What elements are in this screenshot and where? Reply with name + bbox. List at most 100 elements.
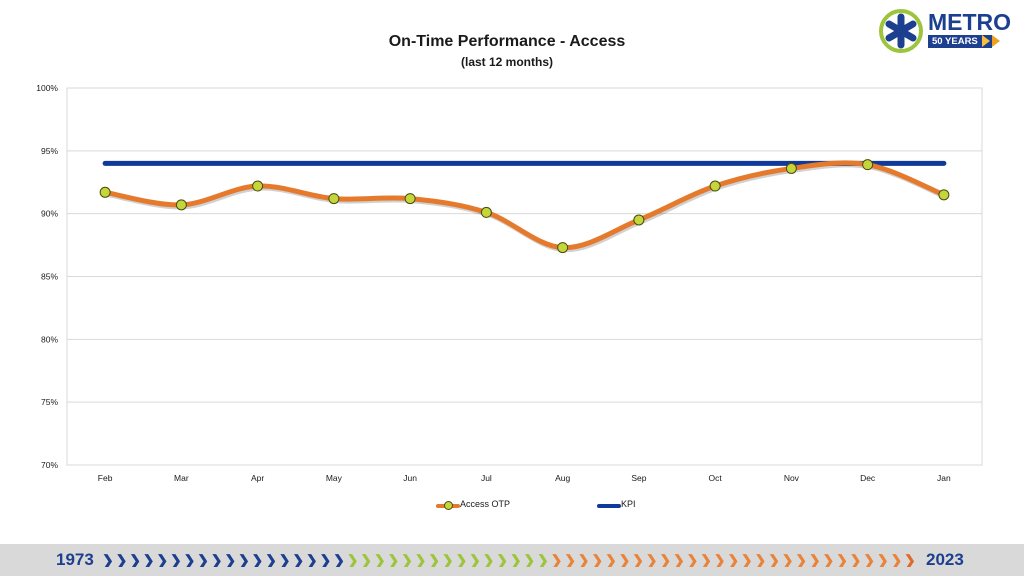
y-tick-label: 100% <box>36 83 58 93</box>
x-tick-label: May <box>326 473 343 483</box>
chart-subtitle: (last 12 months) <box>460 55 553 69</box>
chevron-icon: ❯ <box>129 553 141 567</box>
y-tick-label: 75% <box>41 397 58 407</box>
chevron-icon: ❯ <box>292 553 304 567</box>
data-point-otp <box>480 206 492 218</box>
metro-emblem-icon <box>879 9 923 53</box>
x-tick-label: Feb <box>98 473 113 483</box>
banner-end-year: 2023 <box>926 550 964 569</box>
chevron-icon: ❯ <box>496 553 508 567</box>
y-tick-label: 95% <box>41 146 58 156</box>
chevron-icon: ❯ <box>482 553 495 567</box>
chevron-icon: ❯ <box>591 553 603 567</box>
y-tick-label: 70% <box>41 460 58 470</box>
x-tick-label: Jun <box>403 473 417 483</box>
x-tick-label: Jul <box>481 473 492 483</box>
chevron-icon: ❯ <box>455 553 467 567</box>
banner-start-year: 1973 <box>56 550 94 569</box>
y-tick-label: 80% <box>41 334 58 344</box>
x-tick-label: Apr <box>251 473 264 483</box>
chevron-icon: ❯ <box>713 553 726 567</box>
chevron-icon: ❯ <box>781 553 794 567</box>
logo-tagline: 50 YEARS <box>928 35 992 48</box>
chevron-icon: ❯ <box>305 553 318 567</box>
legend-label-kpi: KPI <box>621 499 636 509</box>
chevron-icon: ❯ <box>441 553 454 567</box>
chevron-icon: ❯ <box>169 553 182 567</box>
x-tick-label: Mar <box>174 473 189 483</box>
chevron-icon: ❯ <box>319 553 332 567</box>
chevron-icon: ❯ <box>156 553 168 567</box>
metro-logo: METRO 50 YEARS <box>878 8 1018 54</box>
legend-marker-otp <box>444 501 453 510</box>
data-point-otp <box>252 180 264 192</box>
x-tick-label: Dec <box>860 473 876 483</box>
chevron-icon: ❯ <box>333 553 345 567</box>
chevron-icon: ❯ <box>904 553 916 567</box>
chevron-icon: ❯ <box>537 553 549 567</box>
chevron-icon: ❯ <box>727 553 739 567</box>
chevron-icon: ❯ <box>346 553 359 567</box>
chevron-icon: ❯ <box>577 553 590 567</box>
chevron-icon: ❯ <box>265 553 277 567</box>
chevron-icon: ❯ <box>251 553 264 567</box>
chevron-icon: ❯ <box>754 553 767 567</box>
x-tick-label: Jan <box>937 473 951 483</box>
series-line-otp <box>102 160 947 251</box>
data-point-otp <box>99 186 111 198</box>
legend-swatch-kpi <box>597 504 621 508</box>
chevron-icon: ❯ <box>604 553 617 567</box>
chevron-icon: ❯ <box>659 553 671 567</box>
chevron-icon: ❯ <box>822 553 834 567</box>
logo-arrow-icon <box>982 35 990 47</box>
chevron-icon: ❯ <box>360 553 372 567</box>
chevron-arrows-icon: ❯ ❯ ❯ ❯ ❯ ❯ ❯ ❯ ❯ ❯ ❯ ❯ ❯ ❯ ❯ ❯ ❯ ❯ ❯ ❯ ❯ ❯ ❯ ❯ ❯ ❯ ❯ ❯ ❯ ❯ ❯ ❯ ❯ ❯ ❯ ❯ ❯ ❯ ❯ ❯… <box>102 553 922 567</box>
chevron-icon: ❯ <box>509 553 522 567</box>
data-point-otp <box>404 193 416 205</box>
chevron-icon: ❯ <box>686 553 699 567</box>
chevron-icon: ❯ <box>414 553 427 567</box>
line-chart: 100% 95% 90% 85% 80% 75% 70% Feb Mar Apr May Jun Jul… <box>36 83 983 483</box>
data-point-otp <box>785 162 797 174</box>
chevron-icon: ❯ <box>102 553 114 567</box>
chevron-icon: ❯ <box>632 553 644 567</box>
chevron-icon: ❯ <box>387 553 399 567</box>
chevron-icon: ❯ <box>808 553 821 567</box>
chevron-icon: ❯ <box>523 553 535 567</box>
chevron-icon: ❯ <box>197 553 209 567</box>
chevron-icon: ❯ <box>210 553 223 567</box>
chevron-icon: ❯ <box>740 553 753 567</box>
chevron-icon: ❯ <box>224 553 236 567</box>
x-tick-label: Oct <box>709 473 723 483</box>
x-tick-label: Aug <box>555 473 570 483</box>
chevron-icon: ❯ <box>618 553 631 567</box>
chevron-icon: ❯ <box>373 553 386 567</box>
x-tick-label: Nov <box>784 473 800 483</box>
chevron-icon: ❯ <box>237 553 250 567</box>
chevron-icon: ❯ <box>142 553 155 567</box>
chevron-icon: ❯ <box>428 553 440 567</box>
logo-text: METRO <box>928 9 1012 35</box>
chevron-icon: ❯ <box>401 553 413 567</box>
chevron-icon: ❯ <box>645 553 658 567</box>
chevron-icon: ❯ <box>890 553 902 567</box>
chevron-icon: ❯ <box>469 553 481 567</box>
data-point-otp <box>328 193 340 205</box>
chevron-icon: ❯ <box>564 553 576 567</box>
y-tick-label: 90% <box>41 209 58 219</box>
chevron-icon: ❯ <box>836 553 848 567</box>
chevron-icon: ❯ <box>672 553 685 567</box>
data-point-otp <box>557 242 569 254</box>
chevron-icon: ❯ <box>795 553 807 567</box>
data-point-otp <box>862 159 874 171</box>
chart-title: On-Time Performance - Access <box>388 33 626 50</box>
data-point-otp <box>633 214 645 226</box>
chevron-icon: ❯ <box>550 553 563 567</box>
series-line-otp-shadow <box>104 162 948 253</box>
x-tick-label: Sep <box>631 473 646 483</box>
legend-label-otp: Access OTP <box>460 499 511 509</box>
chevron-icon: ❯ <box>768 553 780 567</box>
data-point-otp <box>175 199 187 211</box>
anniversary-banner: 1973 ❯ ❯ ❯ ❯ ❯ ❯ ❯ ❯ ❯ ❯ ❯ ❯ ❯ ❯ ❯ ❯ ❯ ❯ ❯ ❯ ❯ ❯ ❯ ❯ ❯ ❯ ❯ ❯ ❯ ❯ ❯ ❯ ❯ ❯ ❯… <box>0 544 1024 576</box>
chevron-icon: ❯ <box>863 553 875 567</box>
